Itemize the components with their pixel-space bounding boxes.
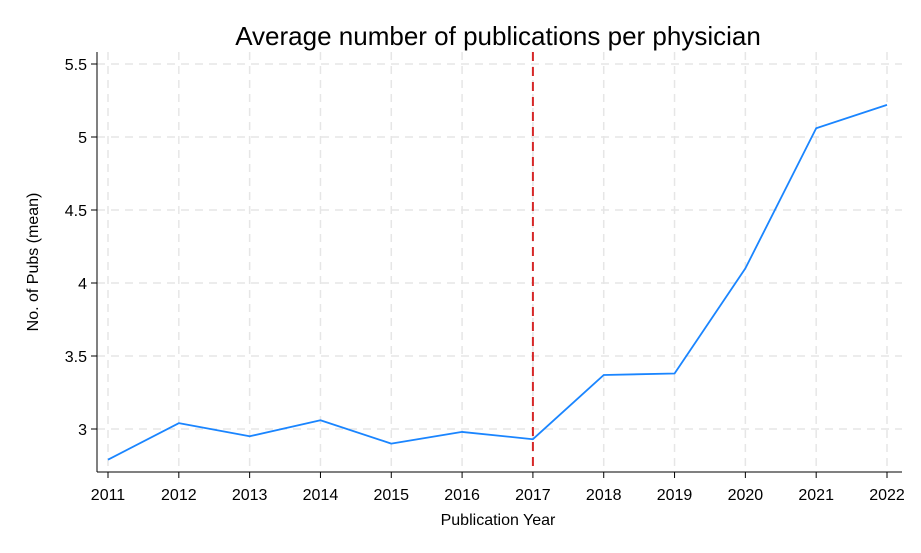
x-tick-label: 2011 <box>91 487 126 504</box>
x-tick-label: 2015 <box>373 487 409 504</box>
y-axis-title: No. of Pubs (mean) <box>25 193 42 332</box>
y-tick-label: 3.5 <box>65 349 87 366</box>
x-tick-label: 2013 <box>232 487 268 504</box>
x-tick-label: 2012 <box>161 487 197 504</box>
y-tick-label: 4 <box>78 276 87 293</box>
y-tick-label: 3 <box>78 422 87 439</box>
x-ticks: 2011 2012 2013 2014 2015 2016 2017 2018 2019 2020… <box>91 472 905 504</box>
y-tick-label: 5.5 <box>65 57 87 74</box>
y-tick-label: 5 <box>78 130 87 147</box>
x-tick-label: 2020 <box>728 487 764 504</box>
x-tick-label: 2021 <box>798 487 834 504</box>
y-tick-label: 4.5 <box>65 203 87 220</box>
x-tick-label: 2014 <box>303 487 339 504</box>
y-ticks: 3 3.5 4 4.5 5 5.5 <box>65 57 97 439</box>
grid-layer <box>97 52 902 472</box>
x-tick-label: 2019 <box>657 487 693 504</box>
series-line-0 <box>107 104 888 461</box>
x-tick-label: 2018 <box>586 487 622 504</box>
x-tick-label: 2016 <box>444 487 480 504</box>
x-tick-label: 2022 <box>869 487 905 504</box>
x-axis-title: Publication Year <box>441 512 556 529</box>
series-layer <box>107 104 888 461</box>
x-tick-label: 2017 <box>515 487 551 504</box>
chart-title: Average number of publications per physi… <box>235 21 761 51</box>
